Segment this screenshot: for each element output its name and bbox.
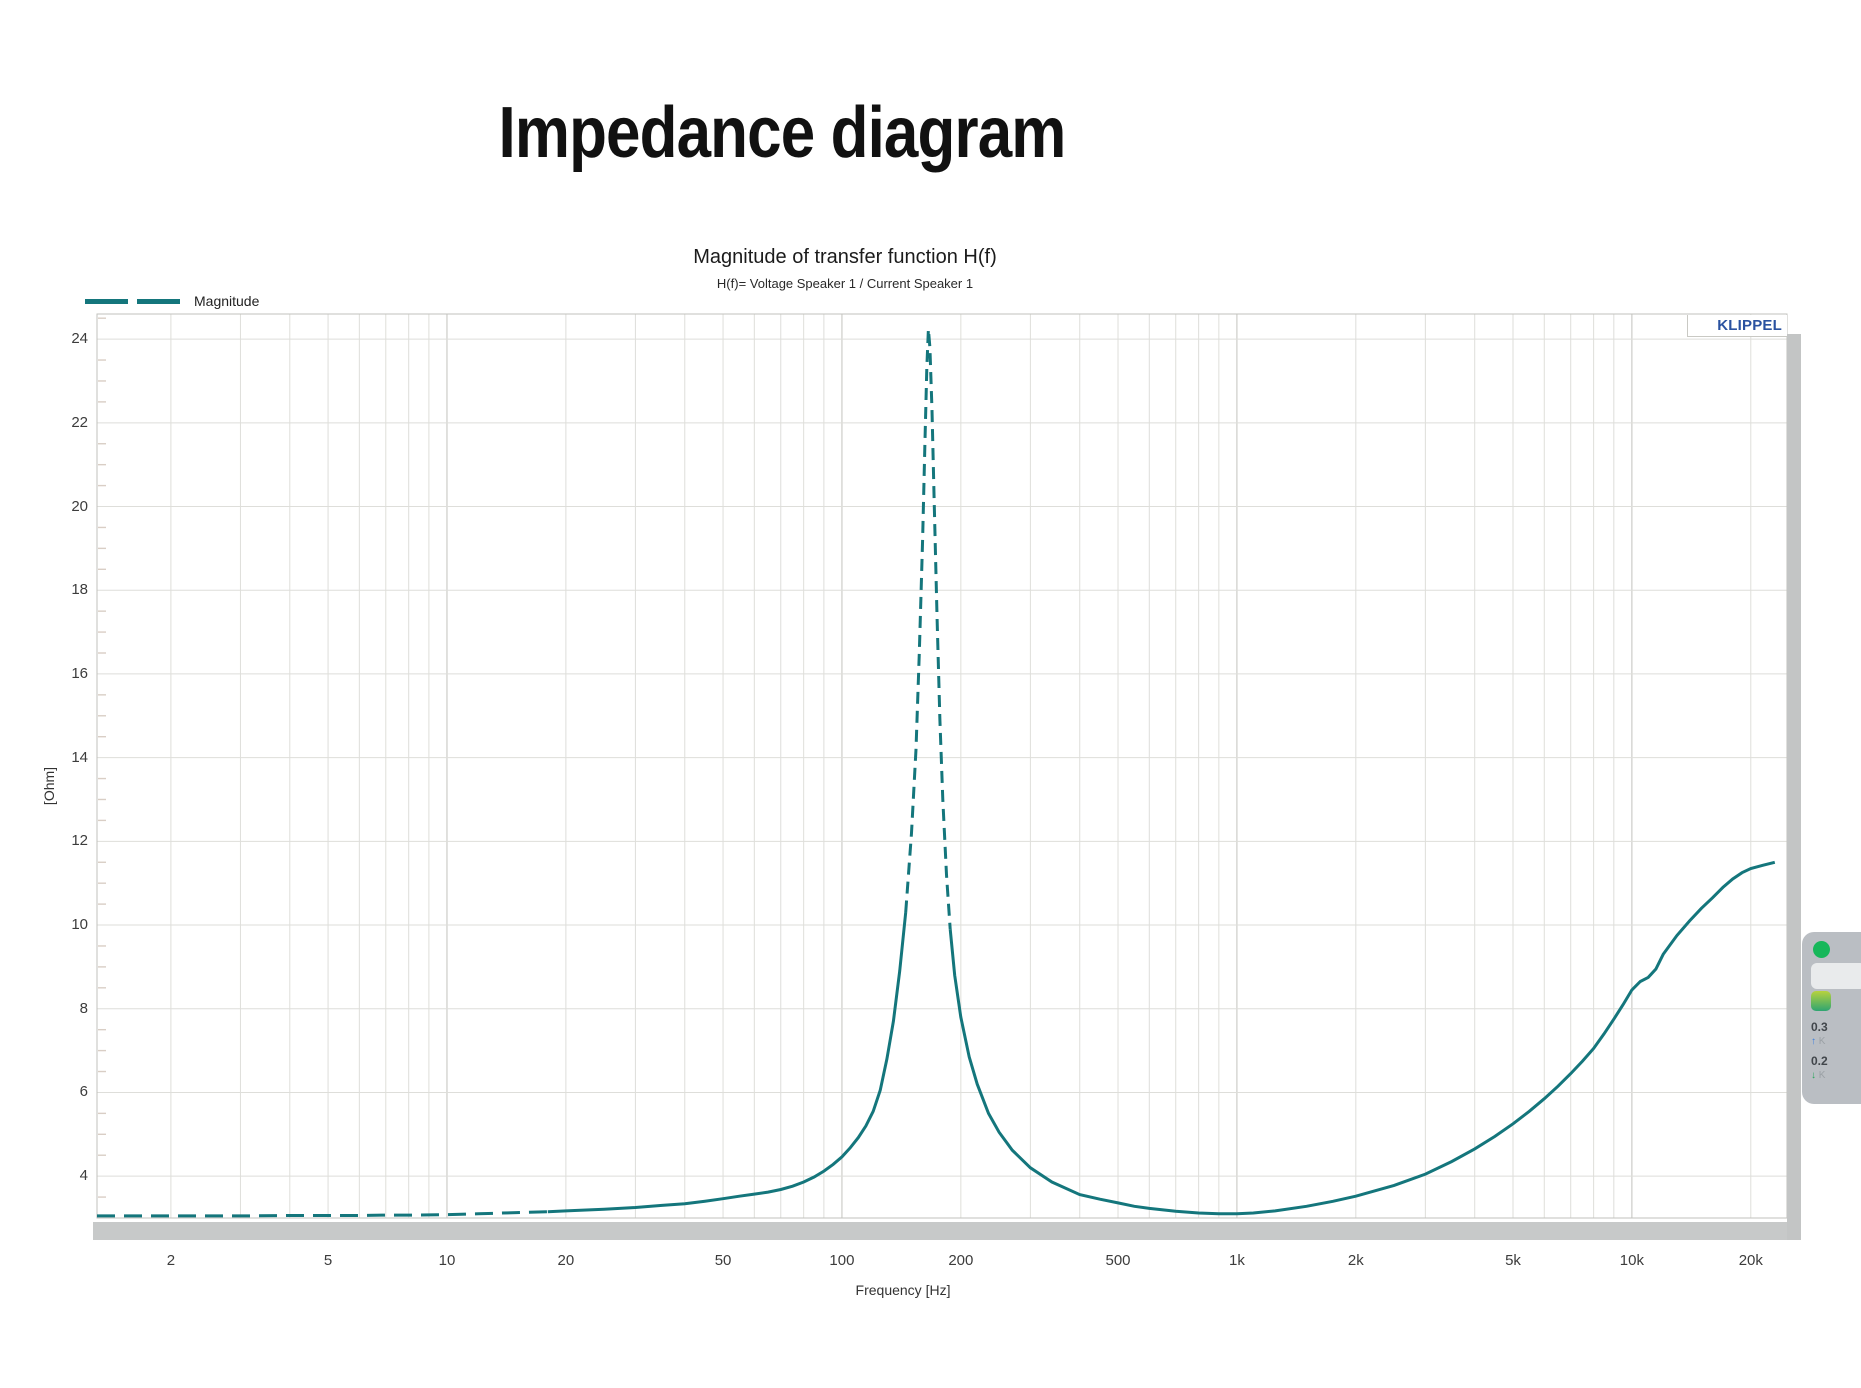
x-tick-label: 5 — [323, 1252, 333, 1269]
horizontal-scrollbar[interactable] — [93, 1222, 1801, 1240]
y-tick-label: 20 — [71, 497, 88, 515]
x-tick-label: 10k — [1619, 1252, 1644, 1269]
widget-caption: ↓ K — [1811, 1070, 1826, 1081]
chart-subtitle: H(f)= Voltage Speaker 1 / Current Speake… — [716, 276, 974, 291]
x-tick-label: 10 — [438, 1252, 456, 1269]
page-title: Impedance diagram — [498, 93, 1067, 173]
chart-title: Magnitude of transfer function H(f) — [693, 246, 997, 268]
widget-caption: ↑ K — [1811, 1036, 1826, 1047]
x-tick-label: 20 — [557, 1252, 575, 1269]
legend-dash-icon — [85, 298, 128, 304]
overlay-widget[interactable]: 0.3 ↑ K 0.2 ↓ K — [1802, 932, 1861, 1104]
gradient-tile-icon[interactable] — [1811, 991, 1831, 1011]
y-tick-label: 4 — [79, 1167, 88, 1185]
klippel-logo: KLIPPEL — [1717, 317, 1782, 334]
magnitude-curve — [547, 912, 908, 1214]
status-dot-icon[interactable] — [1813, 941, 1830, 958]
vertical-scrollbar[interactable] — [1787, 334, 1801, 1240]
legend-dash-icon — [137, 298, 180, 304]
x-tick-label: 2k — [1347, 1252, 1364, 1269]
y-tick-label: 8 — [79, 999, 88, 1017]
widget-value: 0.2 — [1811, 1054, 1828, 1068]
y-axis-label: [Ohm] — [41, 766, 58, 806]
y-tick-label: 22 — [71, 413, 88, 431]
magnitude-curve — [948, 860, 1776, 1216]
x-tick-label: 1k — [1228, 1252, 1245, 1269]
arrow-up-icon: ↑ — [1811, 1036, 1816, 1047]
legend-label: Magnitude — [194, 293, 260, 309]
magnitude-curve — [904, 328, 952, 930]
x-tick-label: 100 — [829, 1252, 855, 1269]
x-tick-label: 5k — [1505, 1252, 1521, 1269]
y-tick-label: 24 — [71, 330, 88, 348]
arrow-down-icon: ↓ — [1811, 1070, 1816, 1081]
x-tick-label: 50 — [714, 1252, 732, 1269]
y-tick-label: 14 — [71, 748, 88, 766]
x-tick-label: 2 — [166, 1252, 176, 1269]
klippel-logo-box: KLIPPEL — [1687, 315, 1787, 337]
plot-border — [96, 313, 1788, 1219]
widget-tile[interactable] — [1811, 963, 1861, 989]
y-tick-label: 12 — [71, 832, 88, 850]
y-tick-label: 6 — [79, 1083, 88, 1101]
y-tick-label: 16 — [71, 664, 88, 682]
widget-value: 0.3 — [1811, 1020, 1828, 1034]
y-tick-label: 10 — [71, 916, 88, 934]
x-tick-label: 500 — [1105, 1252, 1131, 1269]
x-axis-label: Frequency [Hz] — [855, 1282, 951, 1298]
x-tick-label: 200 — [948, 1252, 974, 1269]
magnitude-curve — [97, 1210, 548, 1218]
legend: Magnitude — [85, 293, 259, 309]
x-tick-label: 20k — [1738, 1252, 1763, 1269]
y-tick-label: 18 — [71, 581, 88, 599]
